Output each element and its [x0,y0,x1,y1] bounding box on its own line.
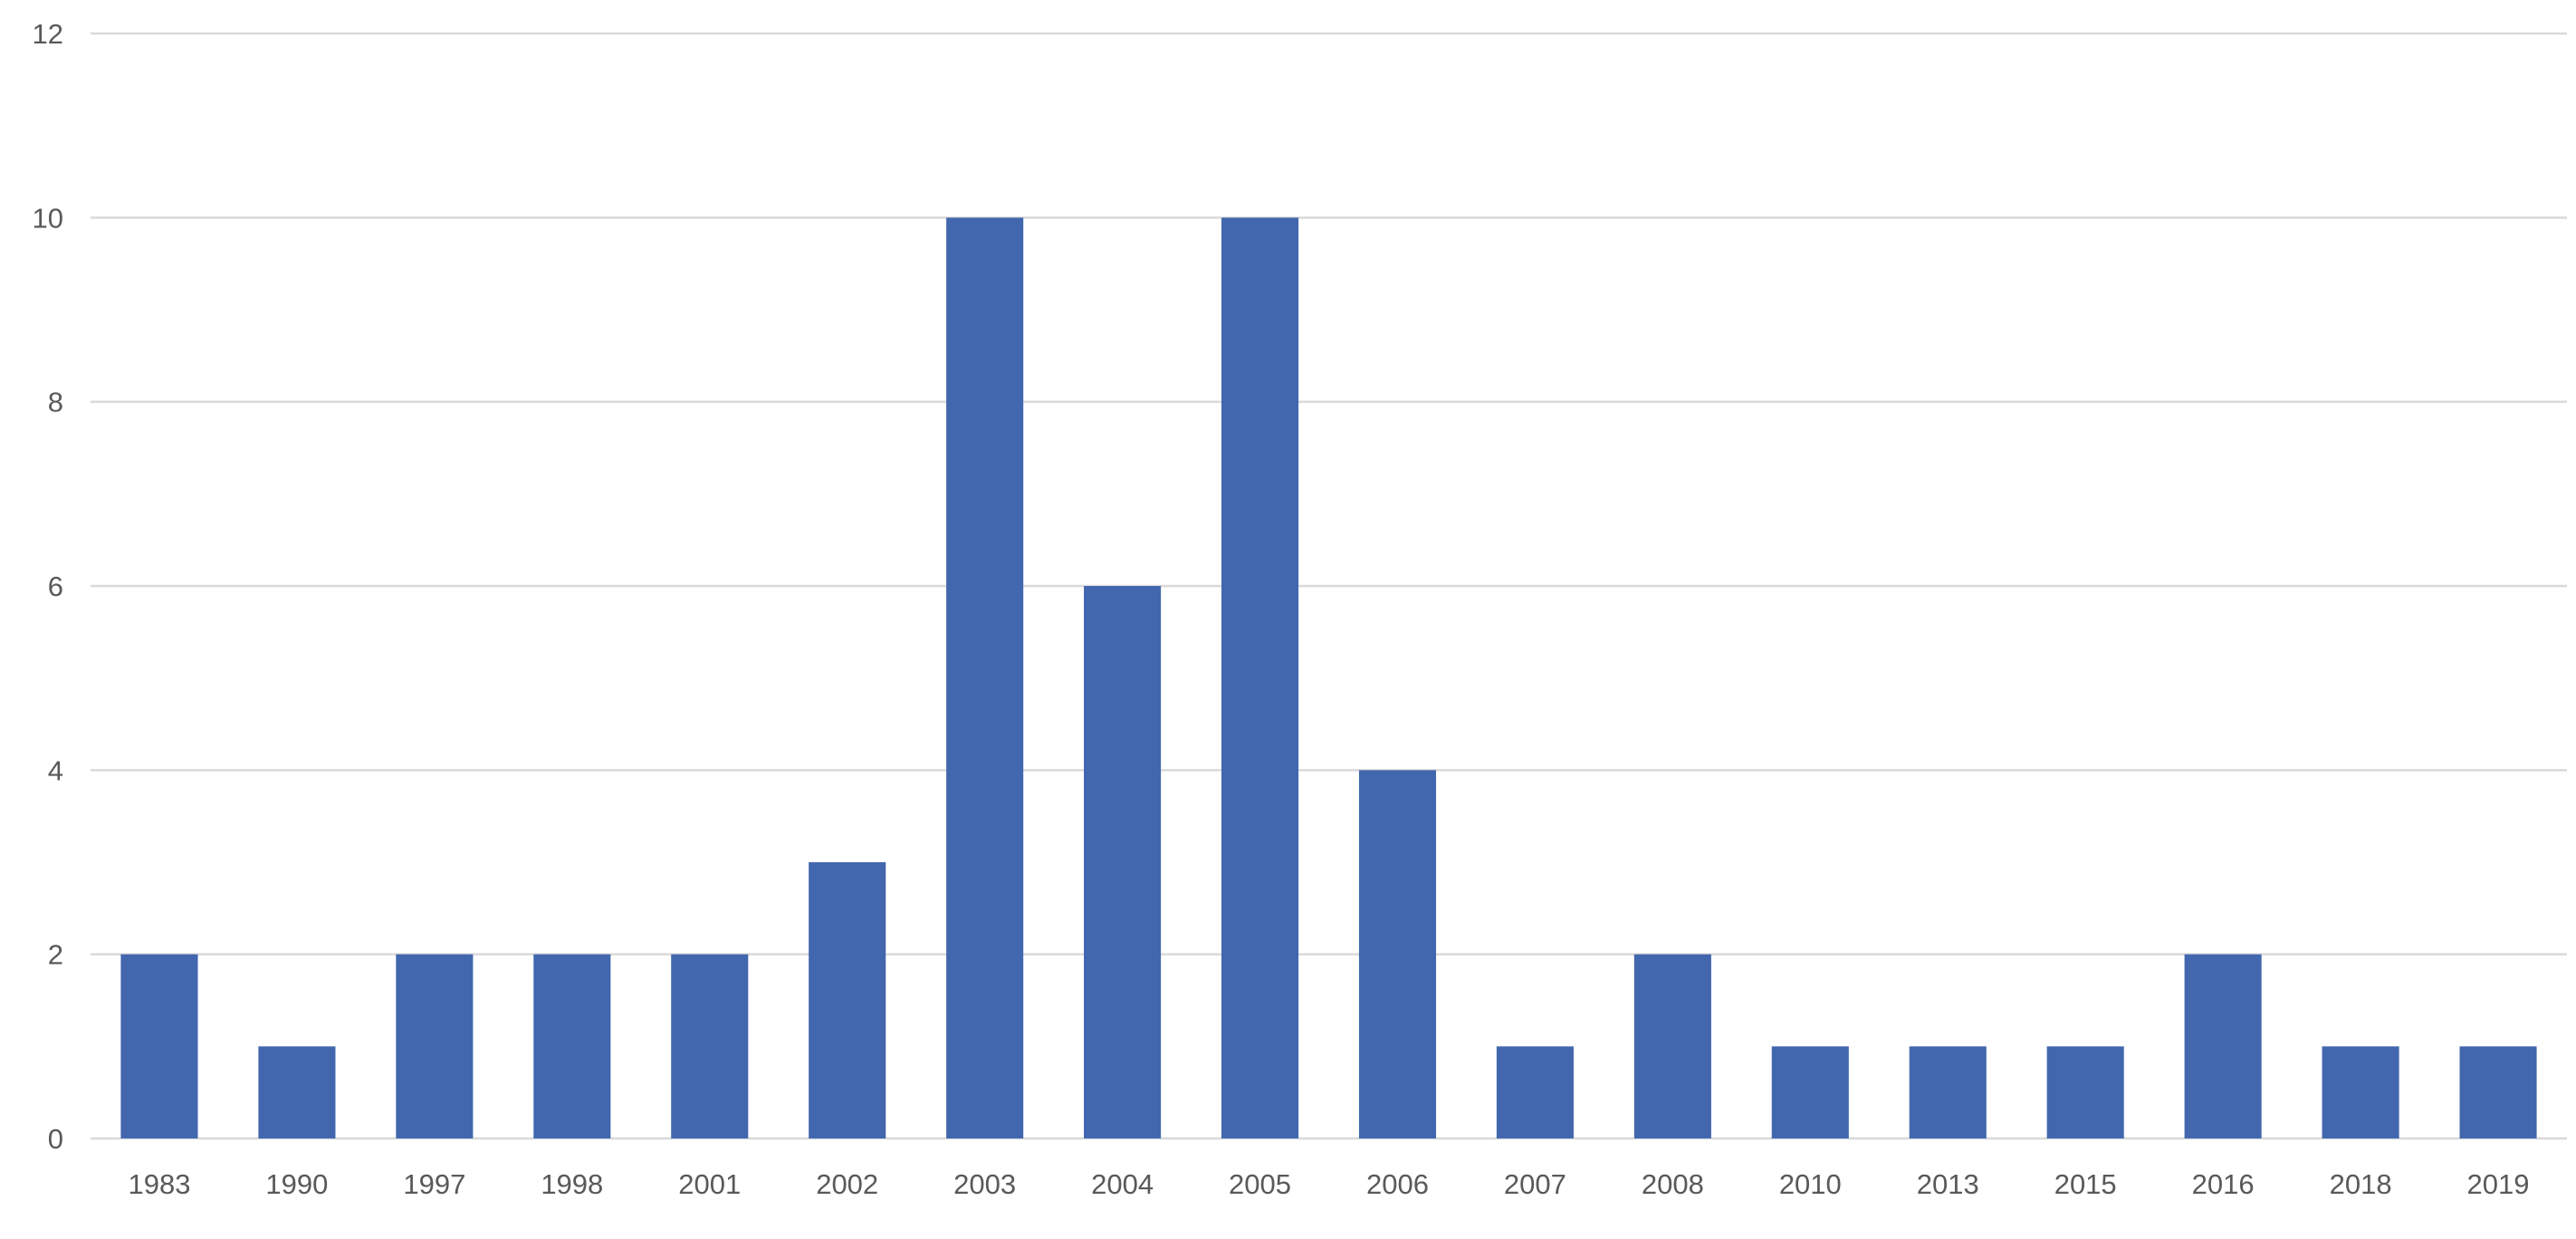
x-tick-label-2008: 2008 [1642,1168,1704,1200]
bar-2001 [671,954,749,1138]
bar-2015 [2046,1046,2124,1138]
bar-2008 [1633,954,1711,1138]
bar-2010 [1771,1046,1849,1138]
bar-2004 [1084,586,1162,1138]
x-tick-label-2016: 2016 [2192,1168,2255,1200]
gridlines [91,32,2567,1140]
y-tick-label: 2 [48,939,63,971]
x-tick-label-2010: 2010 [1779,1168,1842,1200]
x-tick-label-2019: 2019 [2467,1168,2530,1200]
y-tick-label: 12 [33,18,63,50]
bar-1997 [396,954,474,1138]
x-tick-label-1990: 1990 [265,1168,328,1200]
bar-2007 [1496,1046,1574,1138]
bar-2006 [1358,770,1437,1138]
x-tick-label-1998: 1998 [541,1168,603,1200]
bar-2013 [1909,1046,1987,1138]
x-tick-label-2001: 2001 [678,1168,741,1200]
y-axis-tick-labels: 0 2 4 6 8 10 12 [33,18,63,1155]
y-tick-label: 0 [48,1123,63,1155]
y-tick-label: 10 [33,202,63,234]
x-tick-label-1983: 1983 [128,1168,190,1200]
x-tick-label-2007: 2007 [1504,1168,1566,1200]
x-tick-label-2018: 2018 [2330,1168,2392,1200]
x-tick-label-2003: 2003 [953,1168,1016,1200]
x-tick-label-2015: 2015 [2054,1168,2117,1200]
bar-2002 [809,862,886,1138]
x-tick-label-2006: 2006 [1366,1168,1429,1200]
y-tick-label: 8 [48,387,63,418]
x-tick-label-1997: 1997 [403,1168,465,1200]
bar-2018 [2322,1046,2399,1138]
x-axis-tick-labels: 1983 1990 1997 1998 2001 2002 2003 2004 2005 2006… [128,1168,2529,1200]
x-tick-label-2004: 2004 [1091,1168,1154,1200]
bar-series [120,217,2537,1139]
bar-1990 [258,1046,336,1138]
x-tick-label-2002: 2002 [816,1168,878,1200]
bar-1983 [120,954,198,1138]
bar-2019 [2459,1046,2537,1138]
bar-1998 [533,954,611,1138]
y-tick-label: 6 [48,571,63,602]
bar-2016 [2184,954,2262,1138]
y-tick-label: 4 [48,754,63,786]
x-tick-label-2013: 2013 [1917,1168,1979,1200]
x-tick-label-2005: 2005 [1229,1168,1291,1200]
bar-2005 [1221,217,1299,1139]
bar-2003 [946,217,1024,1139]
